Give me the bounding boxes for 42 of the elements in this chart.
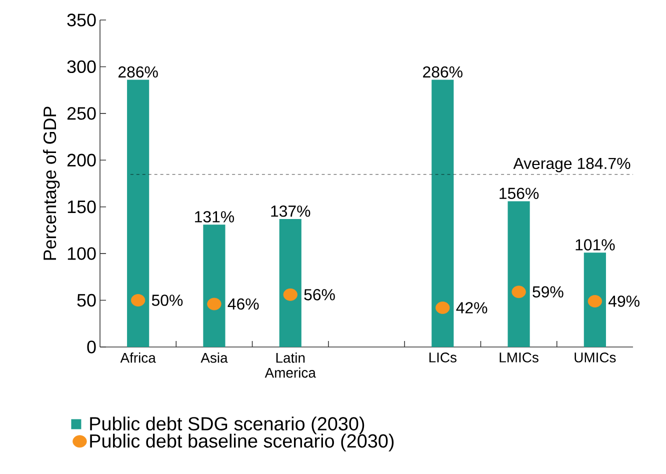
y-tick-label: 100 [68, 247, 96, 260]
x-tick-label: Asia [200, 352, 228, 363]
data-label: 46% [228, 298, 259, 310]
legend-label: Public debt SDG scenario (2030) [90, 416, 364, 434]
data-label: 49% [608, 296, 640, 307]
point [512, 286, 526, 298]
data-label: 156% [500, 188, 539, 200]
point [207, 298, 222, 310]
data-label: 131% [195, 211, 234, 222]
data-label: 137% [271, 206, 310, 217]
x-tick-label: UMICs [574, 352, 616, 362]
data-label: 286% [423, 66, 462, 78]
bar [279, 219, 302, 347]
y-tick-label: 350 [67, 14, 96, 26]
bar [432, 80, 454, 347]
point [436, 302, 450, 314]
x-tick-label: LICs [429, 352, 456, 362]
legend-label: Public debt baseline scenario (2030) [90, 434, 394, 452]
y-tick-label: 250 [67, 107, 96, 120]
y-tick-label: 50 [77, 294, 96, 307]
point [130, 294, 146, 306]
point [283, 288, 298, 301]
data-label: 42% [456, 302, 488, 314]
data-label: 56% [304, 289, 335, 300]
bar [203, 224, 226, 347]
bar [508, 201, 530, 347]
data-label: 59% [532, 286, 564, 298]
x-tick-label: Latin America [264, 352, 316, 378]
x-tick-label: LMICs [500, 352, 538, 362]
point [588, 295, 602, 308]
data-label: 50% [152, 294, 183, 306]
y-tick-label: 0 [87, 340, 96, 354]
y-tick-label: 150 [68, 200, 96, 214]
ref-line-label: Average 184.7% [513, 158, 630, 172]
bar [127, 80, 150, 347]
y-tick-label: 300 [67, 60, 96, 74]
data-label: 101% [576, 239, 615, 250]
y-axis-title: Percentage of GDP [43, 106, 60, 260]
bar [584, 252, 606, 347]
data-label: 286% [118, 66, 158, 78]
x-tick-label: Africa [120, 352, 156, 363]
y-tick-label: 200 [67, 154, 96, 166]
